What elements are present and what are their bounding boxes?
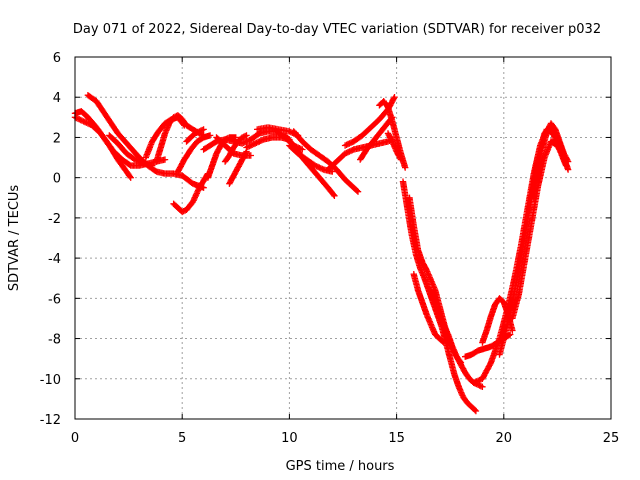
series-arc-14 bbox=[226, 148, 250, 187]
data-point-markers bbox=[357, 114, 396, 163]
y-tick-label: 2 bbox=[53, 131, 61, 146]
series-arc-4 bbox=[106, 132, 156, 169]
data-point-markers bbox=[106, 132, 156, 169]
series-arc-22 bbox=[357, 114, 396, 163]
data-points bbox=[71, 92, 572, 415]
series-arc-18 bbox=[290, 128, 362, 195]
data-point-markers bbox=[170, 170, 212, 216]
axis-ticks bbox=[74, 56, 612, 420]
data-point-markers bbox=[226, 148, 250, 187]
x-tick-label: 10 bbox=[281, 431, 298, 446]
data-point-markers bbox=[384, 130, 405, 163]
x-tick-label: 20 bbox=[496, 431, 513, 446]
y-tick-label: 4 bbox=[53, 91, 61, 106]
series-arc-24 bbox=[384, 130, 405, 163]
chart-title: Day 071 of 2022, Sidereal Day-to-day VTE… bbox=[73, 22, 601, 37]
x-tick-label: 25 bbox=[603, 431, 620, 446]
plot-frame bbox=[74, 56, 612, 420]
y-axis-label: SDTVAR / TECUs bbox=[7, 185, 22, 292]
data-point-markers bbox=[496, 122, 567, 358]
x-tick-label: 5 bbox=[178, 431, 186, 446]
x-tick-label: 15 bbox=[388, 431, 405, 446]
data-point-markers bbox=[410, 271, 447, 346]
y-tick-label: 0 bbox=[53, 172, 61, 187]
axis-tick-labels: 0 5 10 15 20 25 -12 -10 -8 -6 -4 -2 0 2 4 6 bbox=[40, 51, 620, 446]
series-arc-23 bbox=[376, 98, 409, 171]
data-point-markers bbox=[183, 126, 207, 145]
y-tick-label: -8 bbox=[48, 333, 61, 348]
data-point-markers bbox=[290, 128, 362, 195]
y-tick-label: -2 bbox=[48, 212, 61, 227]
y-tick-label: 6 bbox=[53, 51, 61, 66]
data-point-markers bbox=[221, 132, 250, 165]
series-arc-8 bbox=[174, 132, 214, 175]
series-arc-27 bbox=[410, 271, 447, 346]
data-point-markers bbox=[376, 98, 409, 171]
series-arc-7 bbox=[170, 170, 212, 216]
data-point-markers bbox=[530, 120, 572, 201]
y-tick-label: -10 bbox=[40, 373, 61, 388]
x-tick-label: 0 bbox=[71, 431, 79, 446]
series-arc-32 bbox=[496, 122, 567, 358]
y-tick-label: -6 bbox=[48, 292, 61, 307]
series-arc-13 bbox=[221, 132, 250, 165]
y-tick-label: -12 bbox=[40, 413, 61, 428]
series-arc-34 bbox=[530, 120, 572, 201]
series-arc-28 bbox=[427, 287, 465, 366]
data-point-markers bbox=[174, 132, 214, 175]
x-axis-label: GPS time / hours bbox=[286, 459, 395, 474]
data-point-markers bbox=[427, 287, 465, 366]
series-arc-9 bbox=[183, 126, 207, 145]
y-tick-label: -4 bbox=[48, 252, 61, 267]
